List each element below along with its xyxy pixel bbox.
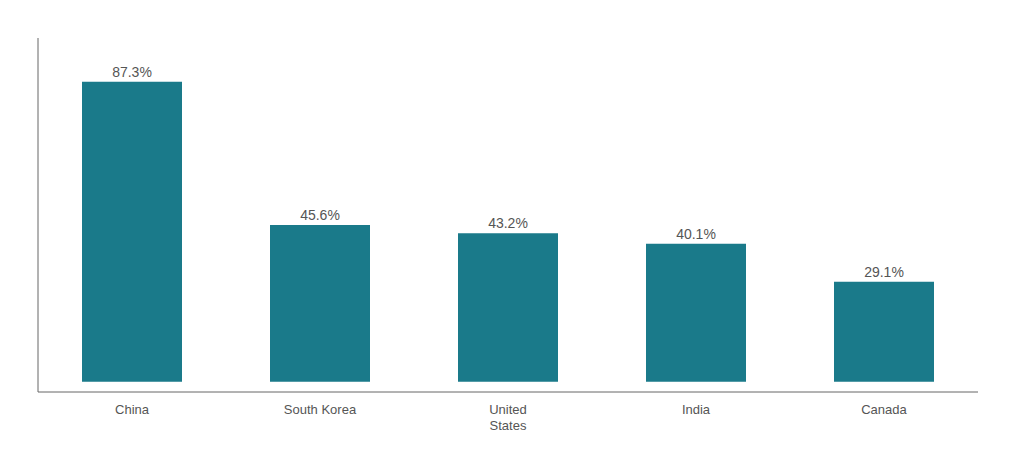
svg-text:UnitedStates: UnitedStates bbox=[489, 402, 527, 433]
svg-text:43.2%: 43.2% bbox=[488, 215, 528, 231]
svg-text:South Korea: South Korea bbox=[284, 402, 357, 417]
svg-text:87.3%: 87.3% bbox=[112, 64, 152, 80]
svg-text:45.6%: 45.6% bbox=[300, 207, 340, 223]
svg-text:Canada: Canada bbox=[861, 402, 907, 417]
svg-text:India: India bbox=[682, 402, 711, 417]
svg-text:40.1%: 40.1% bbox=[676, 226, 716, 242]
svg-text:29.1%: 29.1% bbox=[864, 264, 904, 280]
svg-text:China: China bbox=[115, 402, 150, 417]
